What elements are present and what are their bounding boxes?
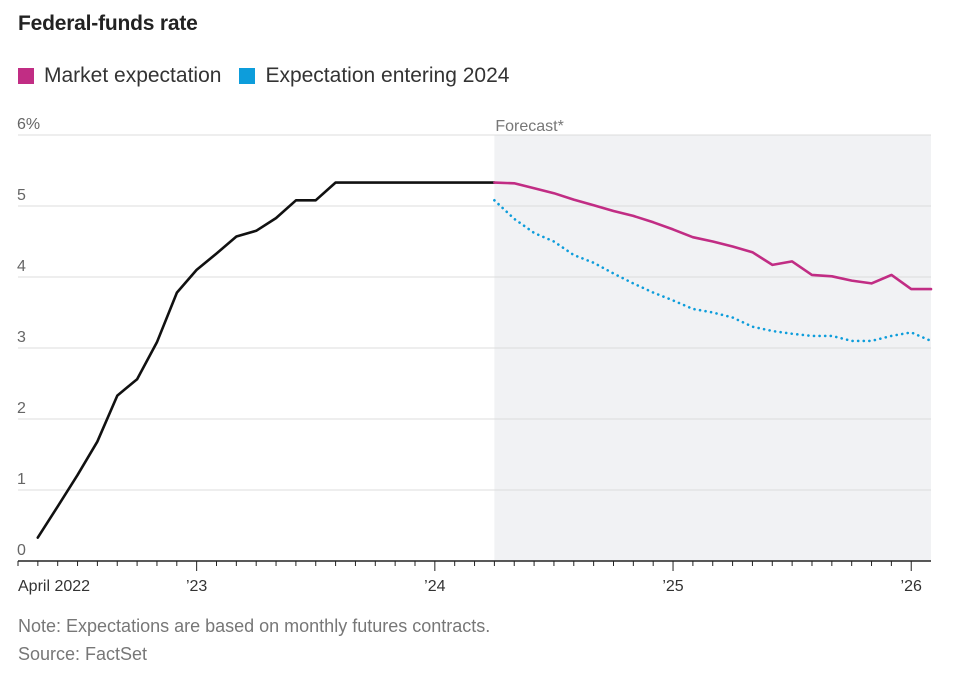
series-line-federal-funds-rate — [36, 181, 496, 539]
legend-label-expectation-entering-2024: Expectation entering 2024 — [265, 64, 510, 87]
legend-label-market-expectation: Market expectation — [44, 64, 222, 87]
y-tick-label: 0 — [17, 542, 26, 559]
legend-swatch-market-expectation — [18, 68, 34, 84]
forecast-label: Forecast* — [495, 118, 563, 135]
legend-item-expectation-entering-2024: Expectation entering 2024 — [239, 64, 509, 88]
x-tick-label: April 2022 — [18, 578, 90, 595]
x-tick-label: ’23 — [186, 578, 207, 595]
chart-plot: 0 1 2 3 4 5 6% April 2022 ’23 ’24 ’25 ’26 Forecast… — [17, 116, 933, 595]
series-line-expectation-entering-2024 — [493, 199, 933, 343]
chart-title: Federal-funds rate — [18, 12, 198, 35]
y-tick-label: 1 — [17, 471, 26, 488]
y-tick-label: 6% — [17, 116, 40, 133]
x-tick-label: ’25 — [662, 578, 683, 595]
y-tick-label: 2 — [17, 400, 26, 417]
legend-item-market-expectation: Market expectation — [18, 64, 221, 88]
footnote: Note: Expectations are based on monthly … — [18, 616, 491, 636]
y-tick-label: 4 — [17, 258, 26, 275]
y-tick-label: 5 — [17, 187, 26, 204]
x-tick-label: ’26 — [901, 578, 922, 595]
legend: Market expectation Expectation entering … — [18, 64, 527, 88]
source-note: Source: FactSet — [18, 644, 148, 664]
legend-swatch-expectation-entering-2024 — [239, 68, 256, 84]
y-tick-label: 3 — [17, 329, 26, 346]
series-line-market-expectation — [493, 181, 933, 291]
x-tick-label: ’24 — [424, 578, 445, 595]
